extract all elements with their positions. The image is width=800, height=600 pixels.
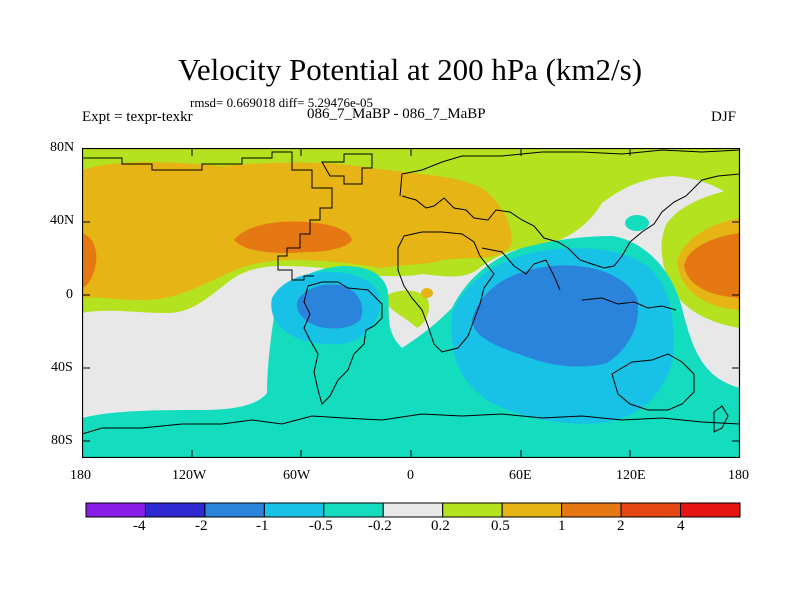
coast-south-america [303, 281, 383, 405]
lat-label-40s: 40S [51, 360, 73, 375]
lon-label-180e: 180 [728, 468, 749, 483]
colorbar-swatch [263, 502, 325, 518]
coast-greenland [321, 153, 373, 185]
colorbar-swatch [323, 502, 384, 518]
colorbar-swatch [680, 502, 741, 518]
colorbar-label: 4 [677, 518, 685, 534]
field-pos-spot [421, 288, 433, 298]
field-pos-high-east [684, 233, 740, 298]
colorbar-swatch [382, 502, 444, 518]
lon-label-120e: 120E [616, 468, 646, 483]
colorbar-swatch [501, 502, 563, 518]
colorbar-swatch [442, 502, 503, 518]
lon-ticks [191, 148, 631, 458]
colorbar-swatch [620, 502, 682, 518]
lon-label-0: 0 [407, 468, 414, 483]
lat-label-80n: 80N [50, 140, 75, 155]
coast-new-zealand [713, 405, 729, 433]
colorbar-label: -4 [133, 518, 146, 534]
lon-label-60w: 60W [283, 468, 311, 483]
season-label: DJF [711, 109, 737, 125]
lat-label-80s: 80S [51, 433, 73, 448]
field-pos-low-atlantic [382, 290, 429, 328]
colorbar-label: 2 [617, 518, 625, 534]
colorbar-swatch [144, 502, 206, 518]
coast-maritime [581, 297, 677, 311]
colorbar-label: -0.2 [368, 518, 392, 534]
field-neg-high-amazon [296, 284, 363, 329]
coast-arabia-india [481, 247, 561, 291]
lon-label-60e: 60E [509, 468, 532, 483]
colorbar-swatch [561, 502, 622, 518]
lat-label-0: 0 [66, 287, 73, 302]
velocity-potential-map [82, 148, 741, 458]
colorbar-label: -1 [256, 518, 269, 534]
field-neg-high-indian [472, 265, 639, 367]
plot-title: Velocity Potential at 200 hPa (km2/s) [177, 52, 643, 87]
colorbar-label: 0.5 [491, 518, 510, 534]
coastlines [82, 149, 741, 435]
coast-antarctica [82, 413, 741, 435]
field-pos-high-central [234, 221, 352, 253]
coast-north-america [82, 151, 333, 281]
lon-label-120w: 120W [172, 468, 207, 483]
field-neg-low-asia [625, 215, 649, 231]
experiment-label: Expt = texpr-texkr [82, 109, 193, 125]
coast-africa [397, 231, 495, 353]
colorbar-swatch [204, 502, 265, 518]
colorbar-label: 1 [558, 518, 566, 534]
colorbar-label: 0.2 [431, 518, 450, 534]
colorbar-swatch [85, 502, 146, 518]
colorbar-label: -2 [195, 518, 208, 534]
case-label: 086_7_MaBP - 086_7_MaBP [307, 106, 486, 122]
lon-label-180w: 180 [70, 468, 91, 483]
coast-eurasia [399, 149, 741, 269]
lat-ticks [82, 148, 740, 442]
stats-line: rmsd= 0.669018 diff= 5.29476e-05 [190, 95, 374, 110]
field-pos-high-west [82, 233, 97, 288]
coast-australia [611, 353, 695, 411]
lat-label-40n: 40N [50, 213, 75, 228]
colorbar [85, 502, 741, 518]
colorbar-label: -0.5 [309, 518, 333, 534]
